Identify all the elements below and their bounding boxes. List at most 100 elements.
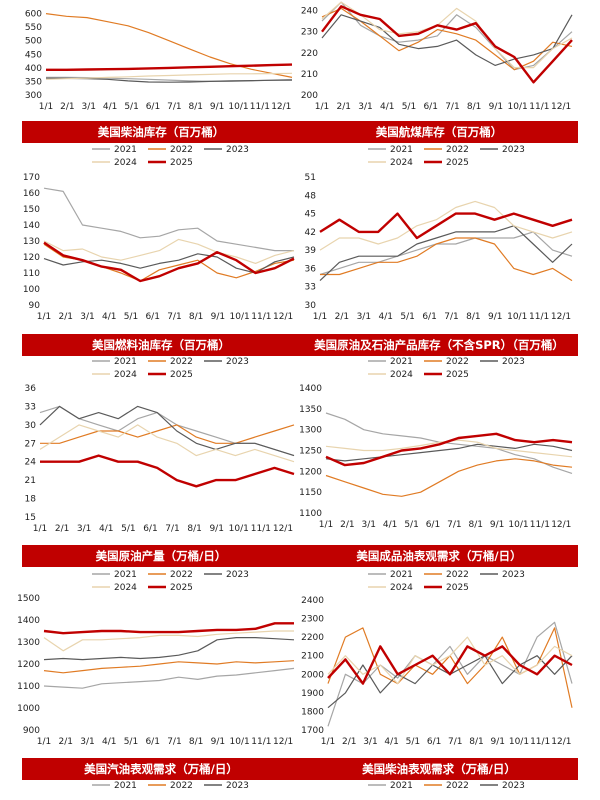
c7-series-2023	[43, 636, 295, 661]
c5-ytick: 21	[25, 476, 36, 486]
c5-series-2024	[39, 424, 295, 463]
c6-xtick: 4/1	[383, 520, 397, 530]
c1-ytick: 350	[25, 77, 42, 87]
c4-xtick: 7/1	[444, 312, 458, 322]
c4-xtick: 3/1	[357, 312, 371, 322]
legend-label-2022: 2022	[446, 570, 469, 580]
c6-ytick: 1350	[299, 405, 322, 415]
c3-ytick: 140	[23, 221, 40, 231]
c5-xtick: 6/1	[143, 524, 157, 534]
c2-xtick: 10/1	[508, 102, 528, 112]
c5-xtick: 3/1	[77, 524, 91, 534]
c7-xtick: 7/1	[167, 737, 181, 747]
c4-xtick: 8/1	[466, 312, 480, 322]
c7-series-2025	[43, 622, 294, 635]
c6-xtick: 12/1	[551, 520, 571, 530]
c7-ytick: 900	[23, 726, 40, 736]
c3-xtick: 4/1	[102, 312, 116, 322]
c8-xtick: 9/1	[490, 737, 504, 747]
c3-ytick: 100	[23, 285, 40, 295]
c2-ytick: 210	[301, 70, 318, 80]
c2-ytick: 200	[301, 91, 318, 101]
c8-xtick: 10/1	[509, 737, 529, 747]
title-band-row1: 美国柴油库存（百万桶） 美国航煤库存（百万桶）	[22, 121, 578, 143]
c8-ytick: 2100	[301, 652, 324, 662]
legend-label-2024: 2024	[390, 158, 413, 168]
c6-series-2021	[325, 412, 573, 474]
c4-xtick: 6/1	[422, 312, 436, 322]
c7-xtick: 8/1	[189, 737, 203, 747]
c3-ytick: 90	[29, 301, 41, 311]
c1-xtick: 2/1	[60, 102, 74, 112]
chart-title-fuel-oil-inventory: 美国燃料油库存（百万桶）	[92, 338, 230, 352]
chart-title-diesel-demand: 美国柴油表观需求（万桶/日）	[362, 762, 516, 776]
c2-xtick: 8/1	[467, 102, 481, 112]
c6-xtick: 8/1	[468, 520, 482, 530]
c5-series-2022	[40, 424, 295, 444]
c5-ytick: 36	[25, 384, 37, 394]
c8-ytick: 1700	[301, 726, 324, 736]
c6-ytick: 1400	[299, 384, 322, 394]
legend-label-2022: 2022	[446, 781, 469, 791]
c1-xtick: 12/1	[271, 102, 291, 112]
title-band-row4: 美国汽油表观需求（万桶/日） 美国柴油表观需求（万桶/日）	[22, 758, 578, 780]
c7-xtick: 6/1	[145, 737, 159, 747]
c4-xtick: 9/1	[488, 312, 502, 322]
legend-label-2023: 2023	[502, 570, 525, 580]
c3-xtick: 7/1	[167, 312, 181, 322]
c6-xtick: 7/1	[447, 520, 461, 530]
c8-series-2024	[327, 636, 573, 685]
c5-ytick: 18	[25, 495, 37, 505]
c5-xtick: 9/1	[209, 524, 223, 534]
c8-xtick: 5/1	[406, 737, 420, 747]
chart-title-gasoline-demand: 美国汽油表观需求（万桶/日）	[84, 762, 238, 776]
c2-xtick: 1/1	[315, 102, 329, 112]
c3-xtick: 6/1	[145, 312, 159, 322]
c6-xtick: 11/1	[530, 520, 550, 530]
c1-xtick: 10/1	[228, 102, 248, 112]
legend-label-2021: 2021	[114, 145, 137, 155]
c2-xtick: 9/1	[489, 102, 503, 112]
c4-xtick: 11/1	[529, 312, 549, 322]
c7-ytick: 1400	[17, 616, 40, 626]
c6-xtick: 6/1	[426, 520, 440, 530]
c6-series-2025	[325, 432, 573, 467]
c1-xtick: 11/1	[250, 102, 270, 112]
c3-ytick: 160	[23, 189, 40, 199]
c1-ytick: 300	[25, 91, 42, 101]
c2-xtick: 6/1	[423, 102, 437, 112]
legend-label-2024: 2024	[114, 370, 137, 380]
c8-ytick: 2300	[301, 615, 324, 625]
c2-xtick: 11/1	[529, 102, 549, 112]
c7-xtick: 10/1	[230, 737, 250, 747]
c5-ytick: 24	[25, 458, 37, 468]
c5-ytick: 30	[25, 421, 37, 431]
c4-ytick: 30	[305, 301, 317, 311]
c2-series-2023	[321, 14, 573, 67]
c8-ytick: 2400	[301, 596, 324, 606]
c5-xtick: 2/1	[55, 524, 69, 534]
c8-xtick: 7/1	[448, 737, 462, 747]
c6-xtick: 1/1	[319, 520, 333, 530]
c4-series-2024	[319, 200, 573, 251]
c7-ytick: 1200	[17, 660, 40, 670]
c3-xtick: 5/1	[124, 312, 138, 322]
c1-xtick: 8/1	[188, 102, 202, 112]
c4-xtick: 1/1	[313, 312, 327, 322]
legend-label-2024: 2024	[390, 583, 413, 593]
title-band-row2: 美国燃料油库存（百万桶） 美国原油及石油产品库存（不含SPR）（百万桶）	[22, 334, 578, 356]
c5-ytick: 15	[25, 513, 36, 523]
c3-ytick: 120	[23, 253, 40, 263]
legend-label-2021: 2021	[114, 781, 137, 791]
c2-xtick: 7/1	[445, 102, 459, 112]
c1-xtick: 5/1	[124, 102, 138, 112]
legend-label-2022: 2022	[170, 357, 193, 367]
c3-xtick: 2/1	[58, 312, 72, 322]
c8-xtick: 12/1	[551, 737, 571, 747]
c7-ytick: 1300	[17, 638, 40, 648]
c1-series-2025	[46, 63, 293, 72]
legend-label-2021: 2021	[390, 357, 413, 367]
c8-ytick: 2200	[301, 633, 324, 643]
c5-xtick: 11/1	[251, 524, 271, 534]
